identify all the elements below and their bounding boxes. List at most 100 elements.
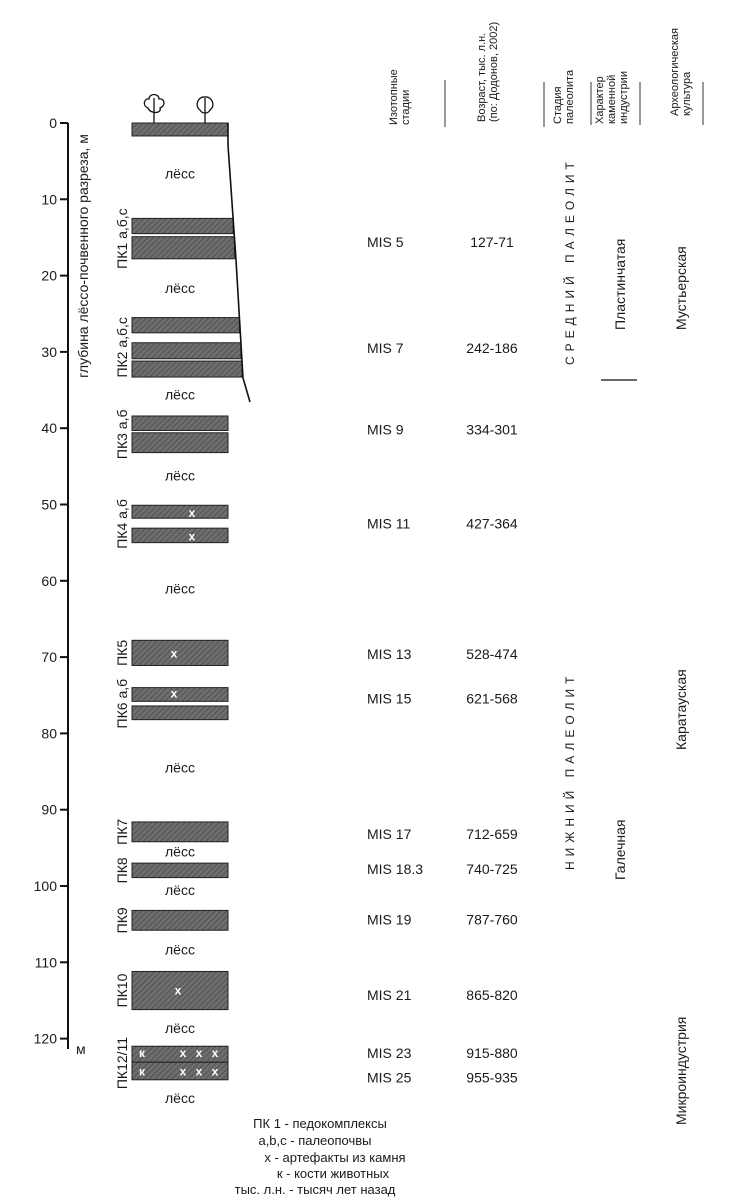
culture-karatau: Каратауская: [673, 669, 689, 750]
paleosol-layer: [131, 432, 229, 454]
column-headers: Изотопныестадии Возраст, тыс. л.н.(по: Д…: [388, 22, 704, 127]
age-range: 740-725: [466, 861, 518, 877]
pedocomplex-label: ПК4 а,б: [114, 499, 130, 549]
loess-label: лёсс: [165, 580, 195, 596]
header-isotope: Изотопныестадии: [388, 69, 412, 125]
axis-tick-label: 10: [41, 191, 57, 207]
loess-label: лёсс: [165, 1090, 195, 1106]
mis-stage: MIS 19: [367, 912, 412, 928]
artifact-mark: x: [189, 506, 196, 520]
isotope-row: MIS 11 427-364: [367, 516, 518, 532]
mis-stage: MIS 17: [367, 826, 412, 842]
pedocomplex: ПК6 а,б x: [114, 679, 229, 729]
mis-stage: MIS 18.3: [367, 861, 423, 877]
bone-mark: к: [139, 1064, 146, 1078]
artifact-mark: x: [175, 984, 182, 998]
pedocomplex-label: ПК1 а,б,с: [114, 208, 130, 268]
artifact-mark: x: [212, 1046, 219, 1060]
age-range: 528-474: [466, 646, 518, 662]
age-range: 127-71: [470, 234, 514, 250]
paleosol-layer: [131, 317, 240, 334]
age-range: 334-301: [466, 422, 518, 438]
loess-label: лёсс: [165, 1020, 195, 1036]
paleosol-layer: [131, 504, 229, 519]
artifact-mark: x: [196, 1046, 203, 1060]
isotope-row: MIS 25 955-935: [367, 1070, 518, 1086]
artifact-mark: x: [189, 530, 196, 544]
surface-soil: [131, 122, 229, 137]
bone-mark: к: [139, 1046, 146, 1060]
pedocomplex-label: ПК7: [114, 819, 130, 845]
isotope-row: MIS 7 242-186: [367, 340, 518, 356]
paleosol-layer: [131, 236, 235, 260]
paleosol-layer: [131, 909, 229, 931]
paleosol-layer: [131, 360, 243, 378]
axis-tick-label: 60: [41, 573, 57, 589]
pedocomplex: ПК10 x: [114, 970, 229, 1011]
artifact-mark: x: [180, 1064, 187, 1078]
industry-pebble: Галечная: [612, 820, 628, 880]
loess-label: лёсс: [165, 165, 195, 181]
header-culture: Археологическаякультура: [669, 28, 693, 116]
culture-microindustry: Микроиндустрия: [673, 1017, 689, 1125]
pedocomplex-label: ПК8: [114, 857, 130, 883]
mis-stage: MIS 21: [367, 987, 412, 1003]
paleosol-layer: [131, 687, 229, 702]
age-range: 242-186: [466, 340, 518, 356]
axis-tick-label: 70: [41, 649, 57, 665]
loess-label: лёсс: [165, 844, 195, 860]
pedocomplex-label: ПК6 а,б: [114, 679, 130, 729]
isotope-row: MIS 19 787-760: [367, 912, 518, 928]
artifact-mark: x: [212, 1064, 219, 1078]
pedocomplex: ПК7: [114, 819, 229, 845]
axis-tick-label: 30: [41, 344, 57, 360]
mis-stage: MIS 13: [367, 646, 412, 662]
section-column: лёсс лёсс лёсс лёсс лёсс лёсс лёсс лёсс лёсс лёсс…: [114, 122, 243, 1106]
header-stage: Стадияпалеолита: [552, 69, 576, 124]
paleosol-layer: [131, 1061, 229, 1081]
artifact-mark: x: [180, 1046, 187, 1060]
stage-lower-paleolithic: НИЖНИЙ ПАЛЕОЛИТ: [562, 672, 577, 870]
isotope-row: MIS 9 334-301: [367, 422, 518, 438]
axis-tick-label: 100: [34, 878, 58, 894]
legend-item: a,b,c - палеопочвы: [258, 1133, 371, 1148]
depth-axis: 0 10 20 30 40 50 60 70 80 90 100 110 120 м глубина л…: [34, 115, 91, 1057]
axis-tick-label: 40: [41, 420, 57, 436]
axis-tick-label: 90: [41, 802, 57, 818]
pedocomplex-label: ПК12/11: [114, 1037, 130, 1089]
axis-tick-label: 0: [49, 115, 57, 131]
paleosol-layer: [131, 970, 229, 1011]
paleosol-layer: [131, 415, 229, 431]
artifact-mark: x: [171, 646, 178, 660]
pedocomplex: ПК1 а,б,с: [114, 208, 235, 269]
paleosol-layer: [131, 527, 229, 544]
tree-icon: [143, 93, 214, 123]
pedocomplex-label: ПК2 а,б,с: [114, 317, 130, 377]
industry-blade: Пластинчатая: [612, 239, 628, 330]
mis-stage: MIS 15: [367, 690, 412, 706]
age-range: 955-935: [466, 1070, 518, 1086]
artifact-mark: x: [196, 1064, 203, 1078]
paleosol-layer: [131, 862, 229, 879]
axis-tick-label: 110: [35, 954, 58, 970]
age-range: 787-760: [466, 912, 518, 928]
pedocomplex: ПК9: [114, 907, 229, 933]
pedocomplex: ПК8: [114, 857, 229, 883]
mis-stage: MIS 23: [367, 1045, 412, 1061]
isotope-row: MIS 23 915-880: [367, 1045, 518, 1061]
age-range: 427-364: [466, 516, 518, 532]
paleosol-layer: [131, 705, 229, 721]
mis-stage: MIS 25: [367, 1070, 412, 1086]
culture-mousterian: Мустьерская: [673, 246, 689, 330]
legend-item: x - артефакты из камня: [264, 1150, 405, 1165]
loess-label: лёсс: [165, 760, 195, 776]
pedocomplex: ПК2 а,б,с: [114, 317, 243, 378]
paleosol-layer: [131, 821, 229, 843]
loess-label: лёсс: [165, 280, 195, 296]
axis-tick-label: 50: [41, 497, 57, 513]
pedocomplex: ПК4 а,б xx: [114, 499, 229, 549]
pedocomplex: ПК5 x: [114, 640, 229, 666]
pedocomplex-label: ПК10: [114, 973, 130, 1007]
age-range: 621-568: [466, 690, 518, 706]
